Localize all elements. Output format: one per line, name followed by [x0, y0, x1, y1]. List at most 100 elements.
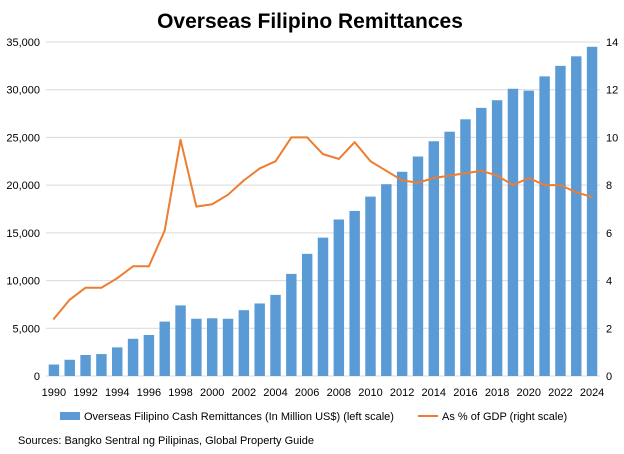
source-note: Sources: Bangko Sentral ng Pilipinas, Gl…: [18, 435, 314, 447]
chart-title: Overseas Filipino Remittances: [157, 10, 463, 33]
left-tick-label: 15,000: [6, 228, 40, 240]
bar: [523, 90, 534, 376]
x-tick-label: 1994: [105, 387, 129, 399]
line-point: [195, 205, 198, 208]
right-tick-label: 10: [606, 132, 618, 144]
x-tick-label: 2012: [390, 387, 414, 399]
bar: [476, 107, 487, 377]
x-tick-label: 2020: [517, 387, 541, 399]
bar: [191, 318, 202, 376]
left-tick-label: 25,000: [6, 132, 40, 144]
line-point: [496, 174, 499, 177]
line-point: [559, 184, 562, 187]
left-axis: 0 5,000 10,000 15,000 20,000 25,000 30,000 35,0…: [6, 37, 40, 383]
bar: [317, 237, 329, 376]
line-point: [242, 179, 245, 182]
line-point: [448, 174, 451, 177]
line-point: [258, 167, 261, 170]
left-tick-label: 20,000: [6, 180, 40, 192]
right-tick-label: 2: [606, 323, 612, 335]
x-tick-label: 2024: [580, 387, 604, 399]
legend-line-label: As % of GDP (right scale): [442, 411, 567, 423]
x-tick-label: 2002: [232, 387, 256, 399]
line-point: [132, 265, 135, 268]
line-point: [116, 277, 119, 280]
bar: [428, 141, 440, 376]
legend-bar-label: Overseas Filipino Cash Remittances (In M…: [84, 411, 394, 423]
bar: [127, 338, 139, 376]
right-tick-label: 4: [606, 276, 612, 288]
line-point: [147, 265, 150, 268]
line-point: [432, 176, 435, 179]
x-tick-label: 2018: [485, 387, 509, 399]
line-point: [480, 169, 483, 172]
line-point: [464, 172, 467, 175]
bar: [96, 354, 107, 376]
line-point: [511, 184, 514, 187]
bar: [222, 318, 234, 376]
bar: [586, 46, 598, 377]
bar: [286, 273, 297, 376]
x-tick-label: 2004: [263, 387, 287, 399]
bar: [507, 88, 519, 376]
x-tick-label: 2022: [548, 387, 572, 399]
right-tick-label: 12: [606, 85, 618, 97]
line-point: [306, 136, 309, 139]
line-point: [227, 193, 230, 196]
line-point: [401, 179, 404, 182]
line-point: [385, 169, 388, 172]
line-point: [416, 181, 419, 184]
x-tick-label: 1996: [137, 387, 161, 399]
bar: [381, 184, 392, 376]
bar: [571, 56, 582, 377]
x-tick-label: 2008: [327, 387, 351, 399]
line-point: [290, 136, 293, 139]
line-point: [84, 286, 87, 289]
left-tick-label: 30,000: [6, 85, 40, 97]
right-tick-label: 14: [606, 37, 618, 49]
line-point: [322, 153, 324, 156]
bar: [539, 76, 550, 377]
bar: [254, 303, 265, 376]
x-tick-label: 2016: [453, 387, 477, 399]
bar: [444, 131, 455, 376]
bar: [159, 321, 170, 376]
right-tick-label: 8: [606, 180, 612, 192]
bar: [206, 318, 218, 376]
line-point: [274, 160, 277, 163]
right-tick-label: 0: [606, 371, 612, 383]
bar: [396, 171, 408, 376]
bar: [112, 347, 123, 376]
left-tick-label: 5,000: [12, 323, 40, 335]
right-tick-label: 6: [606, 228, 612, 240]
x-tick-label: 2014: [422, 387, 446, 399]
bar: [175, 305, 186, 376]
line-point: [52, 317, 55, 320]
line-point: [575, 191, 578, 194]
bar: [412, 156, 424, 376]
bar: [80, 355, 91, 376]
x-tick-label: 2006: [295, 387, 319, 399]
bar-series: [48, 46, 598, 377]
left-tick-label: 35,000: [6, 37, 40, 49]
bar: [64, 359, 75, 376]
line-point: [591, 196, 594, 199]
legend: Overseas Filipino Cash Remittances (In M…: [60, 411, 567, 423]
bar: [143, 334, 155, 376]
line-point: [68, 298, 71, 301]
line-point: [211, 203, 214, 206]
x-axis: 1990 1992 1994 1996 1998 2000 2002 2004 2006 2008…: [42, 387, 605, 399]
line-point: [527, 176, 530, 179]
bar: [460, 119, 471, 376]
line-point: [163, 229, 166, 232]
left-tick-label: 0: [34, 371, 40, 383]
bar: [48, 364, 60, 376]
bar: [491, 100, 503, 376]
x-tick-label: 2000: [200, 387, 224, 399]
line-point: [337, 157, 340, 160]
line-point: [369, 160, 372, 163]
line-point: [179, 138, 182, 141]
x-tick-label: 1998: [168, 387, 192, 399]
bar: [333, 219, 345, 376]
